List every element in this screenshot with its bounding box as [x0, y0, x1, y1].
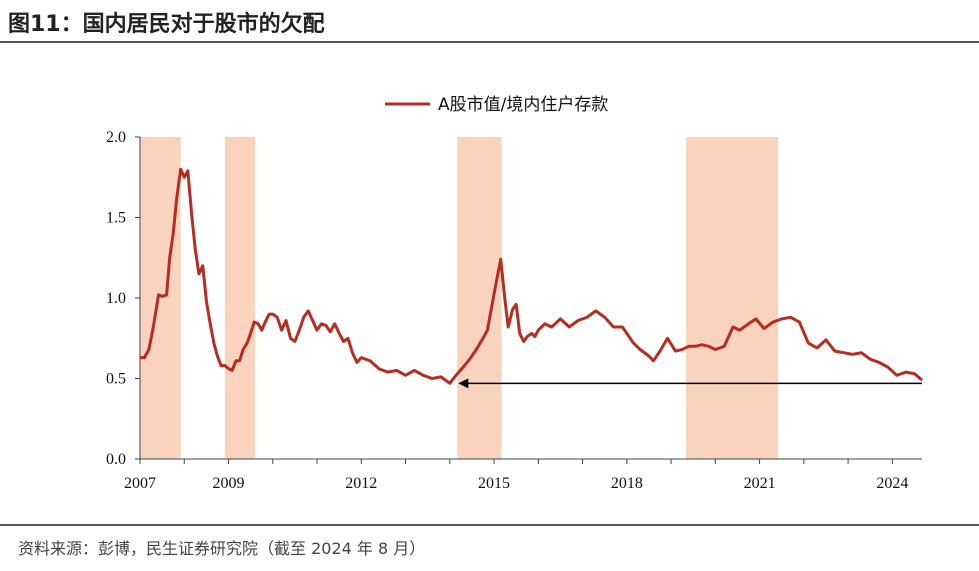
series-line — [140, 167, 923, 385]
x-tick-label: 2009 — [213, 475, 245, 492]
y-tick-labels: 0.0 0.5 1.0 1.5 2.0 — [106, 129, 126, 468]
y-tick-label: 1.0 — [106, 290, 126, 307]
shaded-periods — [140, 137, 779, 459]
legend: A股市值/境内住户存款 — [385, 95, 608, 115]
legend-label: A股市值/境内住户存款 — [438, 95, 608, 115]
y-tick-label: 2.0 — [106, 129, 126, 146]
x-tick-labels: 2007 2009 2012 2015 2018 2021 2024 — [124, 475, 908, 492]
shaded-period-3 — [457, 137, 502, 459]
shaded-period-1 — [140, 137, 181, 459]
y-tick-label: 1.5 — [106, 210, 126, 227]
x-tick-label: 2012 — [345, 475, 377, 492]
x-tick-label: 2021 — [744, 475, 776, 492]
shaded-period-2 — [224, 137, 256, 459]
source-note: 资料来源：彭博，民生证券研究院（截至 2024 年 8 月） — [18, 539, 426, 558]
x-tick-label: 2018 — [611, 475, 643, 492]
shaded-period-4 — [686, 137, 779, 459]
y-tick-label: 0.0 — [106, 451, 126, 468]
bottom-rule — [0, 524, 979, 526]
x-tick-label: 2007 — [124, 475, 156, 492]
x-tick-label: 2015 — [478, 475, 510, 492]
figure-title: 图11：国内居民对于股市的欠配 — [8, 12, 325, 37]
y-tick-label: 0.5 — [106, 371, 126, 388]
top-rule — [0, 41, 979, 43]
x-tick-label: 2024 — [876, 475, 908, 492]
chart-axes — [135, 136, 922, 464]
